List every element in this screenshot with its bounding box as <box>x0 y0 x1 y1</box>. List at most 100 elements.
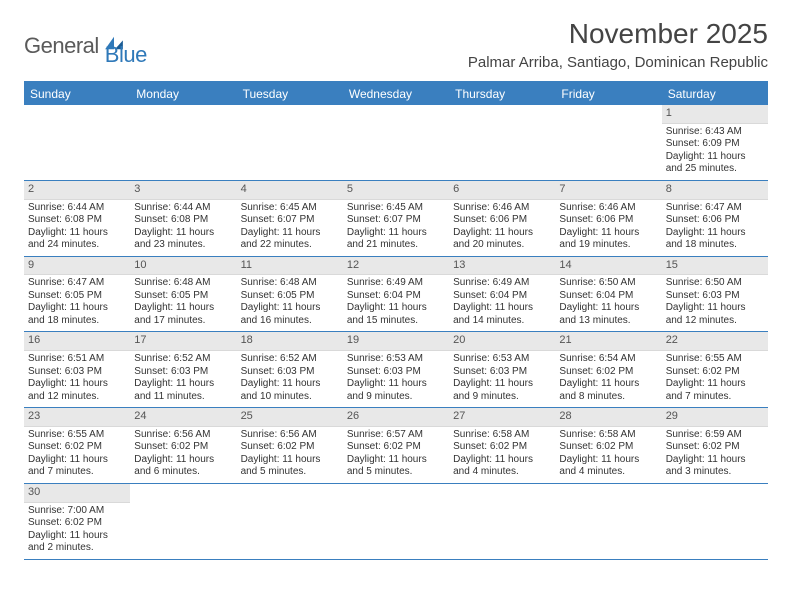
day-cell: 20Sunrise: 6:53 AMSunset: 6:03 PMDayligh… <box>449 332 555 407</box>
day-cell: 16Sunrise: 6:51 AMSunset: 6:03 PMDayligh… <box>24 332 130 407</box>
day-cell: 5Sunrise: 6:45 AMSunset: 6:07 PMDaylight… <box>343 181 449 256</box>
day-body: Sunrise: 6:53 AMSunset: 6:03 PMDaylight:… <box>449 351 555 407</box>
sunset-line: Sunset: 6:03 PM <box>134 366 232 379</box>
day-number: 4 <box>237 181 343 200</box>
day-cell: 15Sunrise: 6:50 AMSunset: 6:03 PMDayligh… <box>662 257 768 332</box>
day-header: Monday <box>130 83 236 105</box>
sunset-line: Sunset: 6:06 PM <box>666 214 764 227</box>
week-row: 23Sunrise: 6:55 AMSunset: 6:02 PMDayligh… <box>24 408 768 484</box>
day-number: 7 <box>555 181 661 200</box>
sunrise-line: Sunrise: 6:50 AM <box>666 277 764 290</box>
month-title: November 2025 <box>468 18 768 50</box>
sunrise-line: Sunrise: 6:52 AM <box>241 353 339 366</box>
day-number: 25 <box>237 408 343 427</box>
sunset-line: Sunset: 6:08 PM <box>28 214 126 227</box>
sunset-line: Sunset: 6:03 PM <box>241 366 339 379</box>
sunset-line: Sunset: 6:08 PM <box>134 214 232 227</box>
day-number: 30 <box>24 484 130 503</box>
daylight-line: Daylight: 11 hours and 20 minutes. <box>453 227 551 252</box>
day-body: Sunrise: 6:44 AMSunset: 6:08 PMDaylight:… <box>24 200 130 256</box>
sunset-line: Sunset: 6:05 PM <box>241 290 339 303</box>
daylight-line: Daylight: 11 hours and 24 minutes. <box>28 227 126 252</box>
sunset-line: Sunset: 6:07 PM <box>347 214 445 227</box>
sunset-line: Sunset: 6:03 PM <box>347 366 445 379</box>
header: General Blue November 2025 Palmar Arriba… <box>24 18 768 71</box>
daylight-line: Daylight: 11 hours and 12 minutes. <box>666 302 764 327</box>
day-number: 27 <box>449 408 555 427</box>
day-body: Sunrise: 6:53 AMSunset: 6:03 PMDaylight:… <box>343 351 449 407</box>
day-number: 28 <box>555 408 661 427</box>
sunset-line: Sunset: 6:06 PM <box>559 214 657 227</box>
daylight-line: Daylight: 11 hours and 11 minutes. <box>134 378 232 403</box>
sunrise-line: Sunrise: 6:51 AM <box>28 353 126 366</box>
sunset-line: Sunset: 6:02 PM <box>559 441 657 454</box>
day-body: Sunrise: 6:49 AMSunset: 6:04 PMDaylight:… <box>343 275 449 331</box>
week-row: 1Sunrise: 6:43 AMSunset: 6:09 PMDaylight… <box>24 105 768 181</box>
sunrise-line: Sunrise: 6:53 AM <box>347 353 445 366</box>
sunset-line: Sunset: 6:09 PM <box>666 138 764 151</box>
empty-cell <box>130 484 236 559</box>
day-cell: 24Sunrise: 6:56 AMSunset: 6:02 PMDayligh… <box>130 408 236 483</box>
sunrise-line: Sunrise: 6:49 AM <box>347 277 445 290</box>
day-header: Sunday <box>24 83 130 105</box>
day-cell: 22Sunrise: 6:55 AMSunset: 6:02 PMDayligh… <box>662 332 768 407</box>
daylight-line: Daylight: 11 hours and 19 minutes. <box>559 227 657 252</box>
sunset-line: Sunset: 6:02 PM <box>134 441 232 454</box>
day-number: 10 <box>130 257 236 276</box>
day-cell: 27Sunrise: 6:58 AMSunset: 6:02 PMDayligh… <box>449 408 555 483</box>
empty-cell <box>237 105 343 180</box>
day-number: 20 <box>449 332 555 351</box>
day-number: 24 <box>130 408 236 427</box>
sunrise-line: Sunrise: 6:55 AM <box>28 429 126 442</box>
daylight-line: Daylight: 11 hours and 3 minutes. <box>666 454 764 479</box>
day-body: Sunrise: 6:55 AMSunset: 6:02 PMDaylight:… <box>662 351 768 407</box>
sunrise-line: Sunrise: 6:47 AM <box>28 277 126 290</box>
daylight-line: Daylight: 11 hours and 4 minutes. <box>559 454 657 479</box>
day-cell: 12Sunrise: 6:49 AMSunset: 6:04 PMDayligh… <box>343 257 449 332</box>
daylight-line: Daylight: 11 hours and 8 minutes. <box>559 378 657 403</box>
week-row: 9Sunrise: 6:47 AM Sunset: 6:05 PM Daylight… <box>24 257 768 333</box>
day-cell: 9Sunrise: 6:47 AMSunset: 6:05 PMDaylight… <box>24 257 130 332</box>
daylight-line: Daylight: 11 hours and 9 minutes. <box>453 378 551 403</box>
daylight-line: Daylight: 11 hours and 7 minutes. <box>28 454 126 479</box>
sunrise-line: Sunrise: 6:54 AM <box>559 353 657 366</box>
day-body: Sunrise: 6:47 AMSunset: 6:06 PMDaylight:… <box>662 200 768 256</box>
sunset-line: Sunset: 6:02 PM <box>453 441 551 454</box>
day-body: Sunrise: 6:59 AMSunset: 6:02 PMDaylight:… <box>662 427 768 483</box>
day-cell: 19Sunrise: 6:53 AMSunset: 6:03 PMDayligh… <box>343 332 449 407</box>
day-number: 9 <box>24 257 130 276</box>
week-row: 2Sunrise: 6:44 AMSunset: 6:08 PMDaylight… <box>24 181 768 257</box>
daylight-line: Daylight: 11 hours and 15 minutes. <box>347 302 445 327</box>
sunrise-line: Sunrise: 6:53 AM <box>453 353 551 366</box>
sunrise-line: Sunrise: 6:58 AM <box>453 429 551 442</box>
sunset-line: Sunset: 6:04 PM <box>453 290 551 303</box>
day-body: Sunrise: 6:44 AMSunset: 6:08 PMDaylight:… <box>130 200 236 256</box>
day-number: 21 <box>555 332 661 351</box>
day-body: Sunrise: 6:52 AMSunset: 6:03 PMDaylight:… <box>237 351 343 407</box>
empty-cell <box>237 484 343 559</box>
day-body: Sunrise: 6:48 AMSunset: 6:05 PMDaylight:… <box>130 275 236 331</box>
day-cell: 29Sunrise: 6:59 AMSunset: 6:02 PMDayligh… <box>662 408 768 483</box>
sunset-line: Sunset: 6:02 PM <box>347 441 445 454</box>
day-cell: 18Sunrise: 6:52 AMSunset: 6:03 PMDayligh… <box>237 332 343 407</box>
day-number: 16 <box>24 332 130 351</box>
sunset-line: Sunset: 6:03 PM <box>666 290 764 303</box>
day-cell: 21Sunrise: 6:54 AMSunset: 6:02 PMDayligh… <box>555 332 661 407</box>
day-number: 6 <box>449 181 555 200</box>
sunrise-line: Sunrise: 6:58 AM <box>559 429 657 442</box>
day-cell: 1Sunrise: 6:43 AMSunset: 6:09 PMDaylight… <box>662 105 768 180</box>
day-number: 8 <box>662 181 768 200</box>
day-body: Sunrise: 6:46 AMSunset: 6:06 PMDaylight:… <box>555 200 661 256</box>
day-number: 26 <box>343 408 449 427</box>
daylight-line: Daylight: 11 hours and 17 minutes. <box>134 302 232 327</box>
daylight-line: Daylight: 11 hours and 6 minutes. <box>134 454 232 479</box>
day-header: Tuesday <box>237 83 343 105</box>
daylight-line: Daylight: 11 hours and 25 minutes. <box>666 151 764 176</box>
sunrise-line: Sunrise: 6:56 AM <box>241 429 339 442</box>
sunrise-line: Sunrise: 6:57 AM <box>347 429 445 442</box>
week-row: 16Sunrise: 6:51 AMSunset: 6:03 PMDayligh… <box>24 332 768 408</box>
day-number: 22 <box>662 332 768 351</box>
sunrise-line: Sunrise: 6:48 AM <box>134 277 232 290</box>
day-number: 12 <box>343 257 449 276</box>
sunset-line: Sunset: 6:02 PM <box>28 441 126 454</box>
